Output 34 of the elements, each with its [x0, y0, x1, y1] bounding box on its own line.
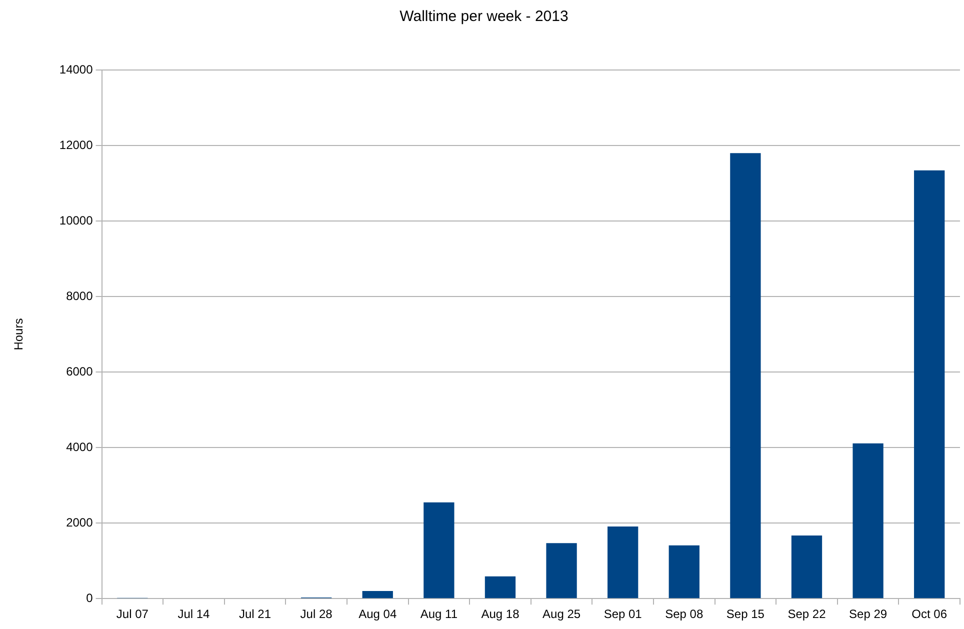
x-tick-label: Sep 29: [849, 607, 888, 622]
x-tick-label: Sep 08: [665, 607, 704, 622]
bar: [852, 443, 884, 598]
y-tick-label: 0: [86, 590, 94, 605]
x-tick-label: Aug 25: [542, 607, 581, 622]
bar: [730, 153, 761, 598]
bar: [484, 576, 516, 598]
bar: [668, 545, 700, 598]
x-tick-label: Aug 11: [420, 607, 458, 622]
x-tick-label: Jul 14: [178, 607, 210, 622]
bar: [362, 591, 393, 598]
x-tick-label: Jul 28: [300, 607, 333, 622]
bar: [791, 536, 822, 598]
x-tick-label: Aug 04: [358, 607, 397, 622]
bar: [546, 543, 577, 598]
y-tick-label: 2000: [66, 515, 94, 530]
y-tick-label: 10000: [59, 213, 94, 228]
x-tick-label: Sep 22: [788, 607, 826, 622]
y-tick-label: 12000: [59, 138, 94, 152]
y-tick-label: 6000: [66, 364, 94, 378]
y-tick-label: 14000: [59, 62, 94, 76]
x-tick-label: Jul 07: [116, 607, 149, 622]
x-tick-label: Sep 01: [604, 607, 642, 622]
y-tick-label: 8000: [66, 288, 94, 303]
x-tick-label: Jul 21: [239, 607, 272, 622]
y-tick-label: 4000: [66, 440, 94, 454]
x-tick-label: Sep 15: [726, 607, 765, 622]
x-tick-label: Aug 18: [481, 607, 520, 622]
bar: [424, 502, 454, 598]
bar: [608, 526, 638, 598]
y-axis-title: Hours: [12, 318, 26, 350]
chart-title: Walltime per week - 2013: [400, 8, 568, 26]
bar: [914, 170, 945, 598]
x-tick-label: Oct 06: [912, 607, 948, 622]
